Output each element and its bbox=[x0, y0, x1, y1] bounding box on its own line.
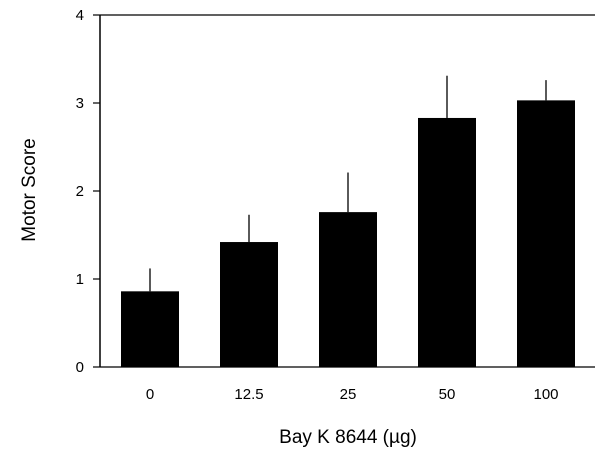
bar-0 bbox=[121, 291, 179, 367]
x-tick-label-0: 0 bbox=[146, 386, 154, 403]
bar-2 bbox=[319, 212, 377, 367]
plot-area: 0 1 2 3 4 0 12.5 25 50 100 bbox=[76, 7, 595, 403]
x-axis-label: Bay K 8644 (µg) bbox=[279, 427, 417, 448]
bar-4 bbox=[517, 100, 575, 368]
y-axis-label: Motor Score bbox=[19, 138, 40, 241]
y-tick-label-3: 3 bbox=[76, 95, 84, 112]
y-tick-label-1: 1 bbox=[76, 271, 84, 288]
x-tick-label-2: 25 bbox=[340, 386, 357, 403]
y-tick-label-0: 0 bbox=[76, 359, 84, 376]
bar-3 bbox=[418, 117, 476, 368]
x-tick-label-4: 100 bbox=[533, 386, 558, 403]
x-tick-label-1: 12.5 bbox=[234, 386, 263, 403]
y-tick-label-2: 2 bbox=[76, 183, 84, 200]
y-tick-label-4: 4 bbox=[76, 7, 84, 24]
x-tick-label-3: 50 bbox=[439, 386, 456, 403]
bar-1 bbox=[220, 242, 278, 367]
